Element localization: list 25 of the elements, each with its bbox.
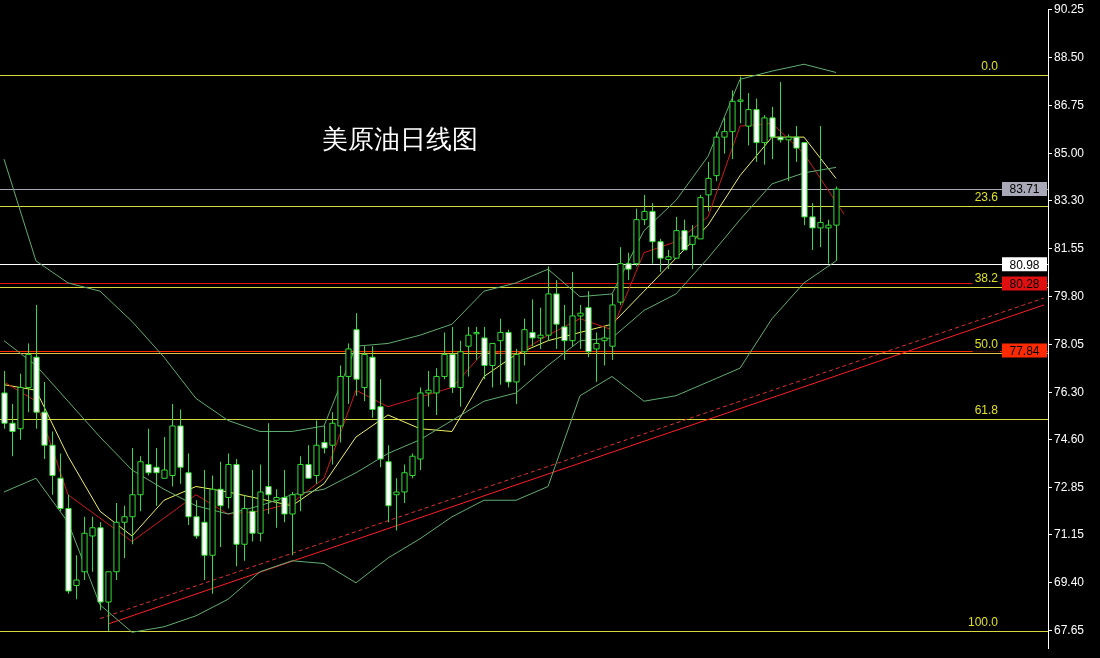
y-tick-label: 67.65 bbox=[1054, 623, 1085, 638]
y-tick-label: 72.85 bbox=[1054, 480, 1085, 495]
y-tick-label: 71.15 bbox=[1054, 526, 1085, 541]
ref-line-label: 77.84 bbox=[1009, 343, 1040, 358]
y-tick-label: 90.25 bbox=[1054, 1, 1085, 16]
annotation: 100.0 bbox=[967, 615, 999, 630]
y-tick-label: 83.30 bbox=[1054, 192, 1085, 207]
y-tick-label: 81.55 bbox=[1054, 240, 1085, 255]
y-tick-label: 85.00 bbox=[1054, 145, 1085, 160]
annotation: 23.6 bbox=[974, 190, 999, 205]
annotation: 38.2 bbox=[974, 271, 999, 286]
y-tick-label: 86.75 bbox=[1054, 97, 1085, 112]
annotation: 0.0 bbox=[981, 58, 999, 73]
y-tick-label: 79.80 bbox=[1054, 288, 1085, 303]
y-tick-label: 74.60 bbox=[1054, 432, 1085, 447]
ref-line-label: 80.98 bbox=[1009, 257, 1040, 272]
text: 美原油日线图 bbox=[322, 124, 478, 155]
y-tick-label: 78.05 bbox=[1054, 337, 1085, 352]
y-tick-label: 88.50 bbox=[1054, 49, 1085, 64]
ref-line-label: 83.71 bbox=[1009, 182, 1040, 197]
annotation: 50.0 bbox=[974, 337, 999, 352]
y-tick-label: 69.40 bbox=[1054, 575, 1085, 590]
ref-line-label: 80.28 bbox=[1009, 276, 1040, 291]
annotation: 61.8 bbox=[974, 402, 999, 417]
y-tick-label: 76.30 bbox=[1054, 385, 1085, 400]
